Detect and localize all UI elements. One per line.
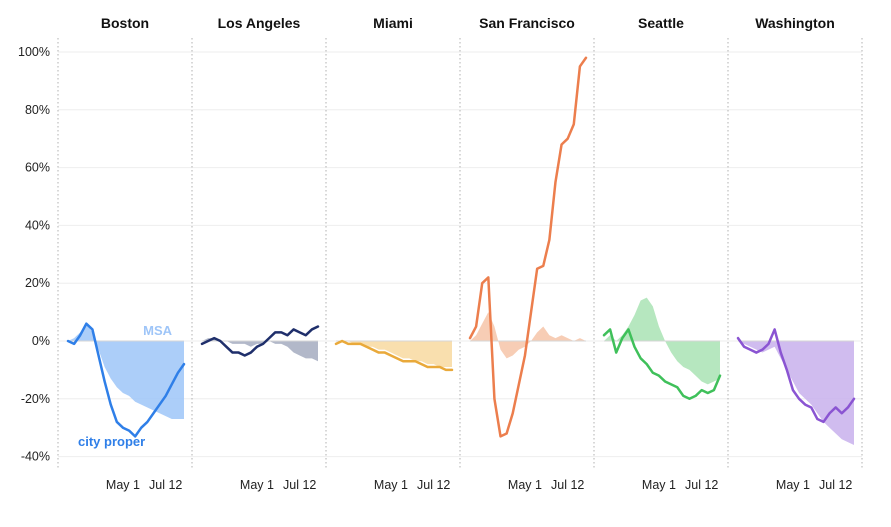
x-tick-label: May 1 [642, 478, 676, 492]
x-tick-label: May 1 [508, 478, 542, 492]
x-tick-label: May 1 [776, 478, 810, 492]
y-tick-label: 100% [18, 45, 50, 59]
panel-los-angeles: Los Angeles May 1 Jul 12 [200, 15, 327, 492]
msa-area [470, 312, 586, 359]
panel-title: Washington [755, 15, 835, 31]
city-line [334, 339, 454, 372]
city-proper-annotation: city proper [78, 434, 145, 449]
city-line [66, 322, 186, 438]
panel-miami: Miami May 1 Jul 12 [334, 15, 461, 492]
x-tick-label: Jul 12 [551, 478, 584, 492]
msa-area [68, 323, 184, 420]
panel-title: Los Angeles [218, 15, 301, 31]
y-tick-label: 40% [25, 218, 50, 232]
x-tick-label: Jul 12 [283, 478, 316, 492]
x-tick-label: May 1 [374, 478, 408, 492]
city-line [736, 328, 856, 424]
x-tick-label: May 1 [106, 478, 140, 492]
panel-washington: Washington May 1 Jul 12 [736, 15, 863, 492]
x-tick-label: Jul 12 [149, 478, 182, 492]
msa-annotation: MSA [143, 323, 173, 338]
panel-boston: Boston May 1 Jul 12 MSA city proper [66, 15, 193, 492]
msa-area [336, 341, 452, 368]
panel-title: Seattle [638, 15, 684, 31]
panel-title: Miami [373, 15, 413, 31]
y-tick-label: 20% [25, 276, 50, 290]
panel-san-francisco: San Francisco May 1 Jul 12 [468, 15, 595, 492]
city-line [200, 325, 320, 357]
panel-title: San Francisco [479, 15, 575, 31]
city-line [602, 328, 722, 401]
x-tick-label: Jul 12 [417, 478, 450, 492]
y-tick-label: 80% [25, 103, 50, 117]
y-tick-label: 0% [32, 334, 50, 348]
msa-area [202, 338, 318, 362]
panels: Boston May 1 Jul 12 MSA city proper Los Angel… [66, 15, 863, 492]
x-tick-label: May 1 [240, 478, 274, 492]
panel-seattle: Seattle May 1 Jul 12 [602, 15, 729, 492]
x-tick-label: Jul 12 [819, 478, 852, 492]
city-line [468, 56, 588, 438]
x-tick-label: Jul 12 [685, 478, 718, 492]
y-tick-label: -20% [21, 392, 50, 406]
y-tick-label: -40% [21, 450, 50, 464]
panel-title: Boston [101, 15, 149, 31]
y-axis: -40% -20% 0% 20% 40% 60% 80% 100% [18, 45, 50, 464]
y-tick-label: 60% [25, 161, 50, 175]
